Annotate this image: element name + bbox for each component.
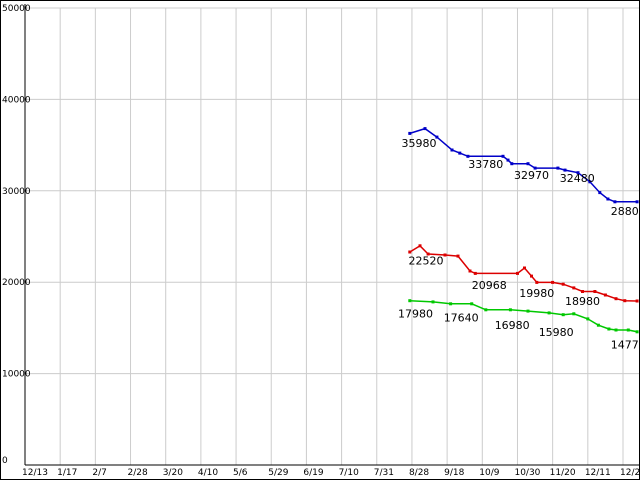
- data-point-marker: [561, 313, 565, 317]
- data-point-marker: [473, 271, 477, 275]
- data-point-marker: [418, 244, 422, 248]
- data-point-marker: [470, 302, 474, 306]
- data-point-marker: [635, 200, 639, 204]
- data-point-marker: [614, 297, 618, 301]
- y-tick-label: 10000: [2, 370, 31, 380]
- data-point-marker: [623, 299, 627, 303]
- data-point-marker: [443, 253, 447, 257]
- y-tick-label: 30000: [2, 187, 31, 197]
- y-tick-label: 40000: [2, 95, 31, 105]
- data-point-marker: [408, 131, 412, 135]
- x-tick-label: 7/10: [339, 468, 359, 478]
- data-point-marker: [426, 252, 430, 256]
- x-tick-label: 3/20: [163, 468, 183, 478]
- data-point-marker: [508, 308, 512, 312]
- data-label: 35980: [402, 137, 437, 150]
- data-point-marker: [530, 274, 533, 278]
- data-point-marker: [572, 312, 576, 316]
- data-label: 19980: [519, 287, 554, 300]
- data-point-marker: [576, 171, 580, 175]
- x-tick-label: 7/31: [374, 468, 394, 478]
- data-point-marker: [561, 282, 565, 286]
- x-tick-label: 8/28: [409, 468, 429, 478]
- data-label: 17640: [444, 311, 479, 324]
- data-point-marker: [556, 166, 560, 170]
- data-label: 14770: [611, 338, 640, 351]
- x-tick-label: 11/20: [550, 468, 576, 478]
- data-point-marker: [551, 280, 555, 284]
- x-tick-label: 12/25: [620, 468, 640, 478]
- data-point-marker: [635, 330, 639, 334]
- data-point-marker: [510, 162, 514, 166]
- data-point-marker: [468, 269, 472, 273]
- data-point-marker: [613, 200, 617, 204]
- data-label: 22520: [409, 255, 444, 268]
- data-point-marker: [484, 308, 488, 312]
- data-label: 32970: [514, 169, 549, 182]
- data-point-marker: [563, 168, 567, 172]
- x-tick-label: 5/6: [233, 468, 248, 478]
- x-tick-label: 2/28: [128, 468, 148, 478]
- x-tick-label: 2/7: [92, 468, 106, 478]
- data-point-marker: [606, 197, 610, 201]
- data-point-marker: [607, 327, 611, 331]
- x-tick-label: 12/13: [22, 468, 48, 478]
- data-point-marker: [506, 158, 510, 162]
- data-point-marker: [581, 290, 584, 293]
- data-label: 33780: [468, 158, 503, 171]
- x-tick-label: 9/18: [444, 468, 464, 478]
- data-point-marker: [535, 280, 539, 284]
- data-point-marker: [526, 309, 530, 313]
- data-point-marker: [501, 154, 505, 158]
- x-tick-label: 1/17: [57, 468, 77, 478]
- data-point-marker: [431, 300, 435, 304]
- data-point-marker: [435, 135, 439, 139]
- data-label: 20968: [472, 279, 507, 292]
- data-label: 18980: [565, 295, 600, 308]
- data-point-marker: [408, 250, 412, 254]
- x-tick-label: 6/19: [303, 468, 323, 478]
- data-point-marker: [516, 271, 519, 275]
- y-tick-label: 20000: [2, 278, 31, 288]
- data-point-marker: [603, 293, 607, 297]
- data-point-marker: [466, 154, 470, 158]
- data-point-marker: [533, 166, 537, 170]
- y-tick-label: 50000: [2, 4, 31, 14]
- data-point-marker: [572, 286, 576, 290]
- data-point-marker: [449, 302, 453, 306]
- x-tick-label: 10/30: [514, 468, 540, 478]
- series-line-green-series: [409, 299, 638, 333]
- x-tick-label: 12/11: [585, 468, 611, 478]
- x-tick-label: 4/10: [198, 468, 218, 478]
- data-label: 15980: [539, 326, 574, 339]
- data-label: 28800: [611, 205, 640, 218]
- data-label: 32480: [560, 172, 595, 185]
- data-point-marker: [526, 162, 530, 166]
- x-tick-label: 5/29: [268, 468, 288, 478]
- data-label: 17980: [398, 308, 433, 321]
- data-point-marker: [596, 323, 600, 327]
- data-label: 16980: [495, 319, 530, 332]
- data-point-marker: [598, 191, 602, 195]
- data-point-marker: [458, 151, 462, 155]
- data-point-marker: [408, 299, 412, 303]
- data-point-marker: [588, 180, 592, 184]
- data-point-marker: [547, 311, 551, 315]
- data-point-marker: [450, 148, 454, 152]
- y-tick-label: 0: [2, 456, 8, 466]
- data-point-marker: [456, 254, 460, 258]
- data-point-marker: [614, 328, 618, 332]
- data-point-marker: [586, 317, 590, 321]
- data-point-marker: [523, 266, 526, 270]
- x-tick-label: 10/9: [479, 468, 499, 478]
- data-point-marker: [635, 299, 639, 303]
- data-point-marker: [593, 290, 597, 293]
- data-point-marker: [626, 328, 630, 332]
- data-point-marker: [423, 127, 427, 131]
- series-line-red-series: [409, 244, 638, 302]
